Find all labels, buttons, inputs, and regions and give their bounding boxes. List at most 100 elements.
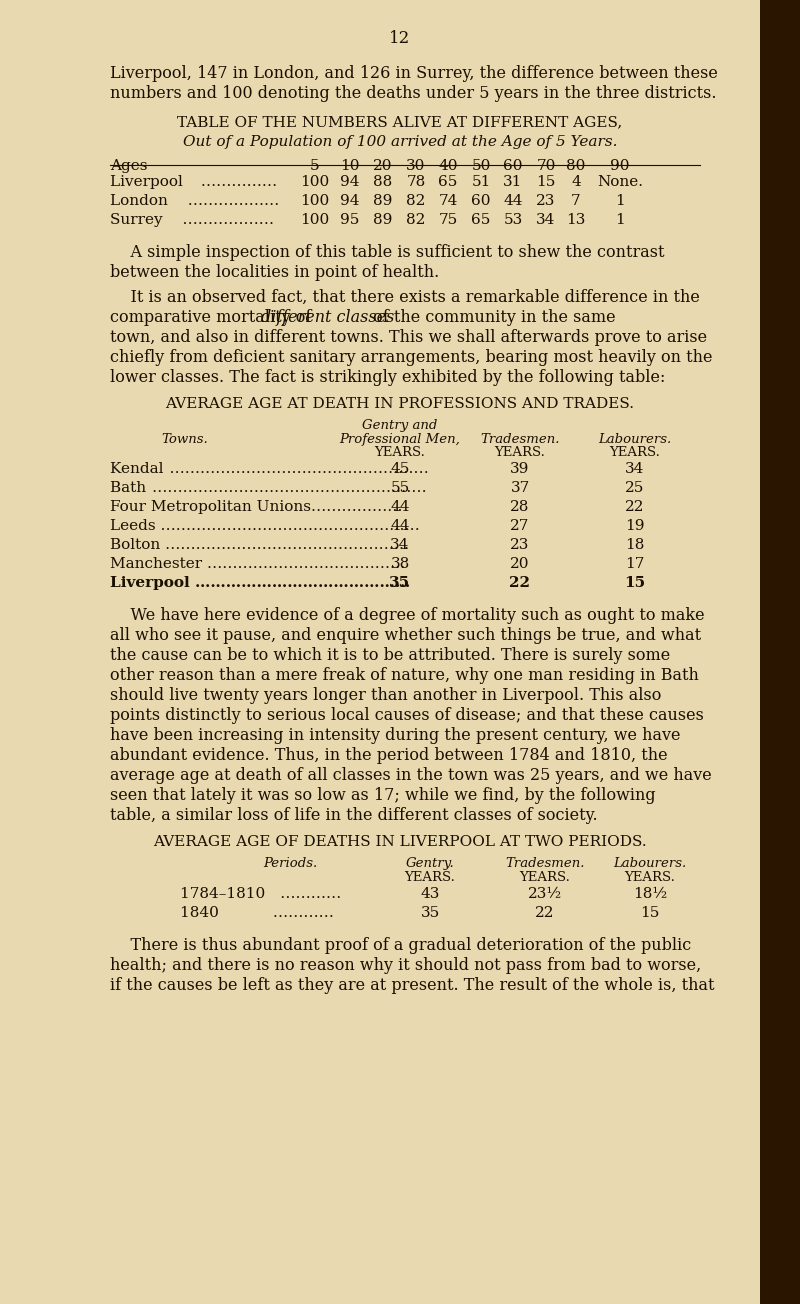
Text: seen that lately it was so low as 17; while we find, by the following: seen that lately it was so low as 17; wh…: [110, 788, 656, 805]
Text: 10: 10: [340, 159, 360, 173]
Text: 19: 19: [626, 519, 645, 533]
Text: 44: 44: [390, 499, 410, 514]
Text: should live twenty years longer than another in Liverpool. This also: should live twenty years longer than ano…: [110, 687, 662, 704]
Text: 22: 22: [535, 906, 554, 921]
Text: Professional Men,: Professional Men,: [339, 433, 461, 446]
Text: 1784–1810     …………: 1784–1810 …………: [180, 887, 342, 901]
Text: 27: 27: [510, 519, 530, 533]
Text: 7: 7: [571, 194, 581, 209]
Text: 28: 28: [510, 499, 530, 514]
Text: 80: 80: [566, 159, 586, 173]
Text: Gentry and: Gentry and: [362, 419, 438, 432]
Text: Liverpool      ……………: Liverpool ……………: [110, 175, 277, 189]
Text: 74: 74: [438, 194, 458, 209]
Text: 65: 65: [438, 175, 458, 189]
Text: 1: 1: [615, 194, 625, 209]
Text: 65: 65: [471, 213, 490, 227]
Text: Labourers.: Labourers.: [614, 857, 686, 870]
Text: 20: 20: [510, 557, 530, 571]
Text: TABLE OF THE NUMBERS ALIVE AT DIFFERENT AGES,: TABLE OF THE NUMBERS ALIVE AT DIFFERENT …: [178, 115, 622, 129]
Text: 38: 38: [390, 557, 410, 571]
Text: 1840             …………: 1840 …………: [180, 906, 334, 921]
Text: 89: 89: [374, 213, 393, 227]
Text: YEARS.: YEARS.: [405, 871, 455, 884]
Text: Periods.: Periods.: [263, 857, 317, 870]
Text: 18½: 18½: [633, 887, 667, 901]
Text: Manchester …………………………………: Manchester …………………………………: [110, 557, 406, 571]
Text: 100: 100: [300, 175, 330, 189]
Text: Towns.: Towns.: [162, 433, 208, 446]
Text: 35: 35: [420, 906, 440, 921]
Text: Kendal  ……………………………………………: Kendal ……………………………………………: [110, 462, 429, 476]
Text: 45: 45: [390, 462, 410, 476]
Text: of the community in the same: of the community in the same: [368, 309, 616, 326]
Text: It is an observed fact, that there exists a remarkable difference in the: It is an observed fact, that there exist…: [110, 289, 700, 306]
Text: 43: 43: [420, 887, 440, 901]
Text: AVERAGE AGE AT DEATH IN PROFESSIONS AND TRADES.: AVERAGE AGE AT DEATH IN PROFESSIONS AND …: [166, 396, 634, 411]
Text: 1: 1: [615, 213, 625, 227]
Text: 34: 34: [390, 539, 410, 552]
Text: 82: 82: [406, 213, 426, 227]
Text: 39: 39: [510, 462, 530, 476]
Text: different classes: different classes: [262, 309, 394, 326]
Text: 4: 4: [571, 175, 581, 189]
Text: 50: 50: [471, 159, 490, 173]
Text: AVERAGE AGE OF DEATHS IN LIVERPOOL AT TWO PERIODS.: AVERAGE AGE OF DEATHS IN LIVERPOOL AT TW…: [153, 835, 647, 849]
Text: 31: 31: [503, 175, 522, 189]
Text: 90: 90: [610, 159, 630, 173]
Text: Tradesmen.: Tradesmen.: [480, 433, 560, 446]
Text: 17: 17: [626, 557, 645, 571]
Text: YEARS.: YEARS.: [494, 446, 546, 459]
Text: other reason than a mere freak of nature, why one man residing in Bath: other reason than a mere freak of nature…: [110, 668, 699, 685]
Text: 100: 100: [300, 194, 330, 209]
Text: 100: 100: [300, 213, 330, 227]
Text: 70: 70: [536, 159, 556, 173]
Text: lower classes. The fact is strikingly exhibited by the following table:: lower classes. The fact is strikingly ex…: [110, 369, 666, 386]
Text: if the causes be left as they are at present. The result of the whole is, that: if the causes be left as they are at pre…: [110, 977, 714, 994]
Text: Bath  ………………………………………………: Bath ………………………………………………: [110, 481, 426, 496]
Text: 94: 94: [340, 175, 360, 189]
Text: 44: 44: [503, 194, 522, 209]
Text: Out of a Population of 100 arrived at the Age of 5 Years.: Out of a Population of 100 arrived at th…: [182, 136, 618, 149]
Text: Surrey      ………………: Surrey ………………: [110, 213, 274, 227]
Text: We have here evidence of a degree of mortality such as ought to make: We have here evidence of a degree of mor…: [110, 606, 705, 625]
Text: comparative mortality of: comparative mortality of: [110, 309, 317, 326]
Text: Tradesmen.: Tradesmen.: [506, 857, 585, 870]
Text: 95: 95: [340, 213, 360, 227]
Text: There is thus abundant proof of a gradual deterioration of the public: There is thus abundant proof of a gradua…: [110, 938, 691, 955]
Text: 22: 22: [510, 576, 530, 589]
Text: table, a similar loss of life in the different classes of society.: table, a similar loss of life in the dif…: [110, 807, 598, 824]
Text: 34: 34: [536, 213, 556, 227]
Text: YEARS.: YEARS.: [374, 446, 426, 459]
Text: A simple inspection of this table is sufficient to shew the contrast: A simple inspection of this table is suf…: [110, 244, 665, 261]
Text: Gentry.: Gentry.: [406, 857, 454, 870]
Text: 44: 44: [390, 519, 410, 533]
Text: 15: 15: [625, 576, 646, 589]
Text: all who see it pause, and enquire whether such things be true, and what: all who see it pause, and enquire whethe…: [110, 627, 701, 644]
Text: YEARS.: YEARS.: [519, 871, 570, 884]
Text: YEARS.: YEARS.: [610, 446, 661, 459]
Text: numbers and 100 denoting the deaths under 5 years in the three districts.: numbers and 100 denoting the deaths unde…: [110, 85, 717, 102]
Text: London      ………………: London ………………: [110, 194, 279, 209]
Text: 18: 18: [626, 539, 645, 552]
Text: 40: 40: [438, 159, 458, 173]
Text: 13: 13: [566, 213, 586, 227]
Text: 53: 53: [503, 213, 522, 227]
Text: 78: 78: [406, 175, 426, 189]
Text: Liverpool, 147 in London, and 126 in Surrey, the difference between these: Liverpool, 147 in London, and 126 in Sur…: [110, 65, 718, 82]
Text: the cause can be to which it is to be attributed. There is surely some: the cause can be to which it is to be at…: [110, 647, 670, 664]
Text: 89: 89: [374, 194, 393, 209]
Text: Ages: Ages: [110, 159, 169, 173]
Text: between the localities in point of health.: between the localities in point of healt…: [110, 263, 439, 280]
Text: chiefly from deficient sanitary arrangements, bearing most heavily on the: chiefly from deficient sanitary arrangem…: [110, 349, 713, 366]
Text: 5: 5: [310, 159, 320, 173]
Text: 34: 34: [626, 462, 645, 476]
Text: 15: 15: [640, 906, 660, 921]
Text: YEARS.: YEARS.: [625, 871, 675, 884]
Text: average age at death of all classes in the town was 25 years, and we have: average age at death of all classes in t…: [110, 767, 712, 784]
Text: 23: 23: [510, 539, 530, 552]
Text: abundant evidence. Thus, in the period between 1784 and 1810, the: abundant evidence. Thus, in the period b…: [110, 747, 668, 764]
Text: 35: 35: [390, 576, 410, 589]
Text: 20: 20: [374, 159, 393, 173]
Text: 55: 55: [390, 481, 410, 496]
